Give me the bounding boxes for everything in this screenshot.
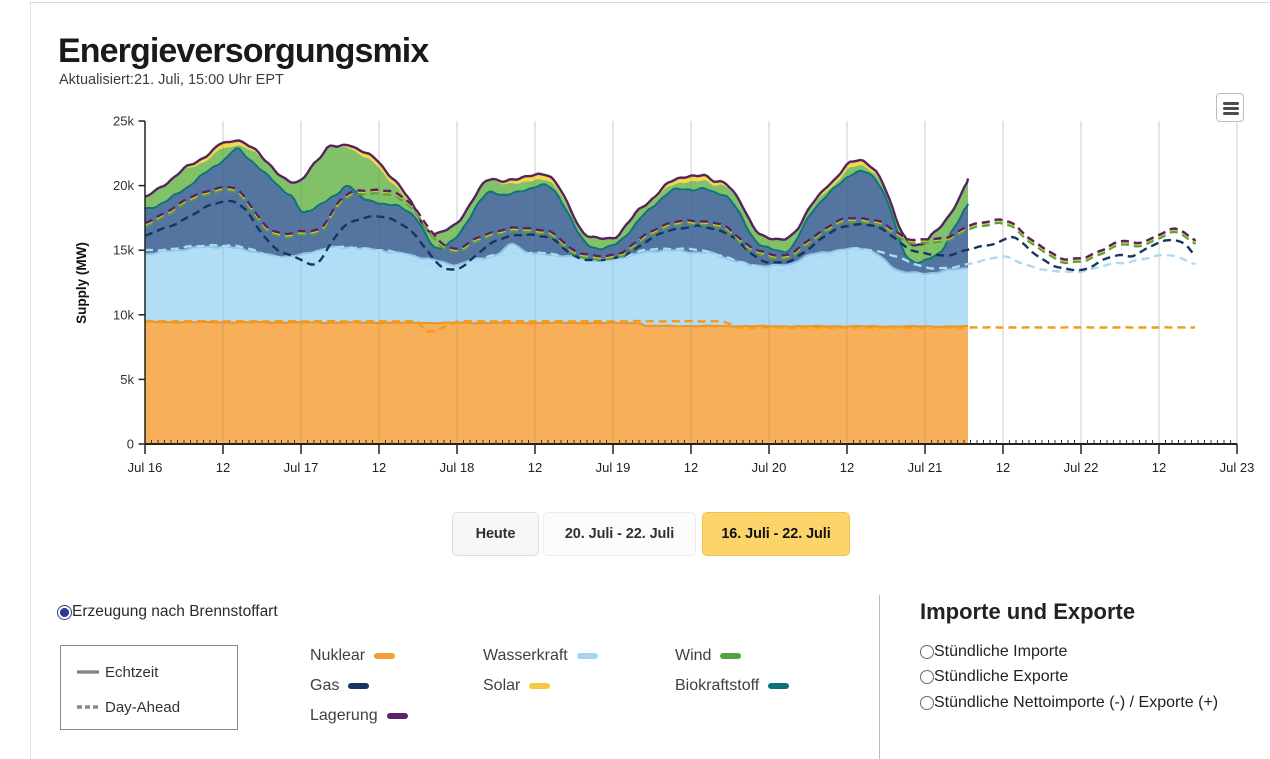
svg-text:12: 12 (1152, 460, 1166, 475)
svg-text:Jul 23: Jul 23 (1220, 460, 1255, 475)
svg-text:Jul 17: Jul 17 (284, 460, 319, 475)
svg-text:Echtzeit: Echtzeit (105, 664, 159, 681)
svg-text:12: 12 (840, 460, 854, 475)
svg-text:12: 12 (528, 460, 542, 475)
svg-text:12: 12 (216, 460, 230, 475)
svg-text:Jul 20: Jul 20 (752, 460, 787, 475)
svg-text:5k: 5k (120, 372, 134, 387)
svg-text:Jul 18: Jul 18 (440, 460, 475, 475)
svg-text:Jul 19: Jul 19 (596, 460, 631, 475)
svg-text:15k: 15k (113, 243, 134, 258)
svg-text:20k: 20k (113, 178, 134, 193)
svg-text:12: 12 (996, 460, 1010, 475)
svg-text:Day-Ahead: Day-Ahead (105, 699, 180, 716)
svg-text:Jul 22: Jul 22 (1064, 460, 1099, 475)
svg-text:25k: 25k (113, 114, 134, 129)
svg-text:Jul 16: Jul 16 (128, 460, 163, 475)
svg-text:12: 12 (372, 460, 386, 475)
svg-text:12: 12 (684, 460, 698, 475)
svg-text:0: 0 (127, 437, 134, 452)
svg-text:10k: 10k (113, 307, 134, 322)
svg-text:Jul 21: Jul 21 (908, 460, 943, 475)
svg-text:Supply (MW): Supply (MW) (74, 242, 89, 324)
